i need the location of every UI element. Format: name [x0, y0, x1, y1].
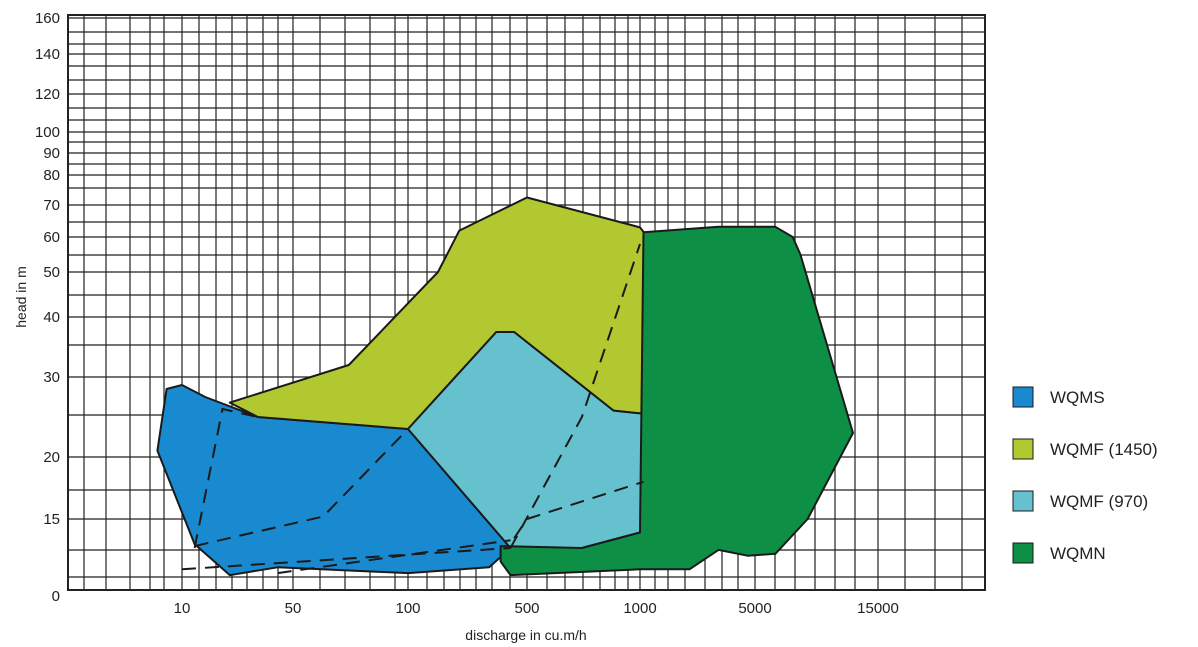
- y-tick-label: 90: [43, 145, 60, 162]
- dashed-guide-line: [194, 428, 409, 548]
- y-tick-label: 60: [43, 229, 60, 246]
- legend-label-wqmn: WQMN: [1050, 544, 1106, 563]
- y-tick-label: 30: [43, 369, 60, 386]
- y-tick-label: 40: [43, 309, 60, 326]
- legend-swatch-wqmn: [1012, 542, 1034, 564]
- y-tick-label: 160: [35, 10, 60, 27]
- x-tick-label: 50: [285, 600, 302, 617]
- y-tick-label: 0: [52, 588, 60, 605]
- x-tick-label: 1000: [623, 600, 656, 617]
- y-tick-label: 50: [43, 264, 60, 281]
- x-tick-label: 5000: [738, 600, 771, 617]
- legend-swatch-wqmf-970: [1012, 490, 1034, 512]
- dashed-guides: [181, 243, 644, 575]
- y-tick-label: 70: [43, 197, 60, 214]
- y-tick-label: 100: [35, 124, 60, 141]
- x-tick-label: 500: [514, 600, 539, 617]
- y-tick-label: 15: [43, 511, 60, 528]
- y-tick-label: 20: [43, 449, 60, 466]
- y-axis-title: head in m: [13, 266, 29, 327]
- y-tick-labels: 0 15 20 30 40 50 60 70 80 90 100 120 140 160: [35, 10, 60, 605]
- legend-label-wqmf-970: WQMF (970): [1050, 492, 1148, 511]
- y-tick-label: 140: [35, 46, 60, 63]
- x-tick-label: 10: [174, 600, 191, 617]
- x-axis-title: discharge in cu.m/h: [465, 627, 586, 643]
- legend-swatch-wqms: [1012, 386, 1034, 408]
- y-tick-label: 80: [43, 167, 60, 184]
- series-area-wqmn: [499, 225, 854, 577]
- dashed-guide-line: [513, 480, 644, 539]
- series-areas: [156, 196, 854, 577]
- dashed-guide-line: [181, 547, 511, 571]
- legend: WQMS WQMF (1450) WQMF (970) WQMN: [1012, 386, 1158, 564]
- x-tick-label: 15000: [857, 600, 899, 617]
- plot-frame: [67, 14, 986, 591]
- legend-swatch-wqmf-1450: [1012, 438, 1034, 460]
- legend-label-wqms: WQMS: [1050, 388, 1105, 407]
- dashed-guide-line: [509, 243, 641, 549]
- x-tick-label: 100: [395, 600, 420, 617]
- dashed-guide-line: [193, 407, 259, 549]
- x-tick-labels: 10 50 100 500 1000 5000 15000: [174, 600, 899, 617]
- dashed-guide-line: [277, 539, 511, 575]
- y-tick-label: 120: [35, 86, 60, 103]
- legend-label-wqmf-1450: WQMF (1450): [1050, 440, 1158, 459]
